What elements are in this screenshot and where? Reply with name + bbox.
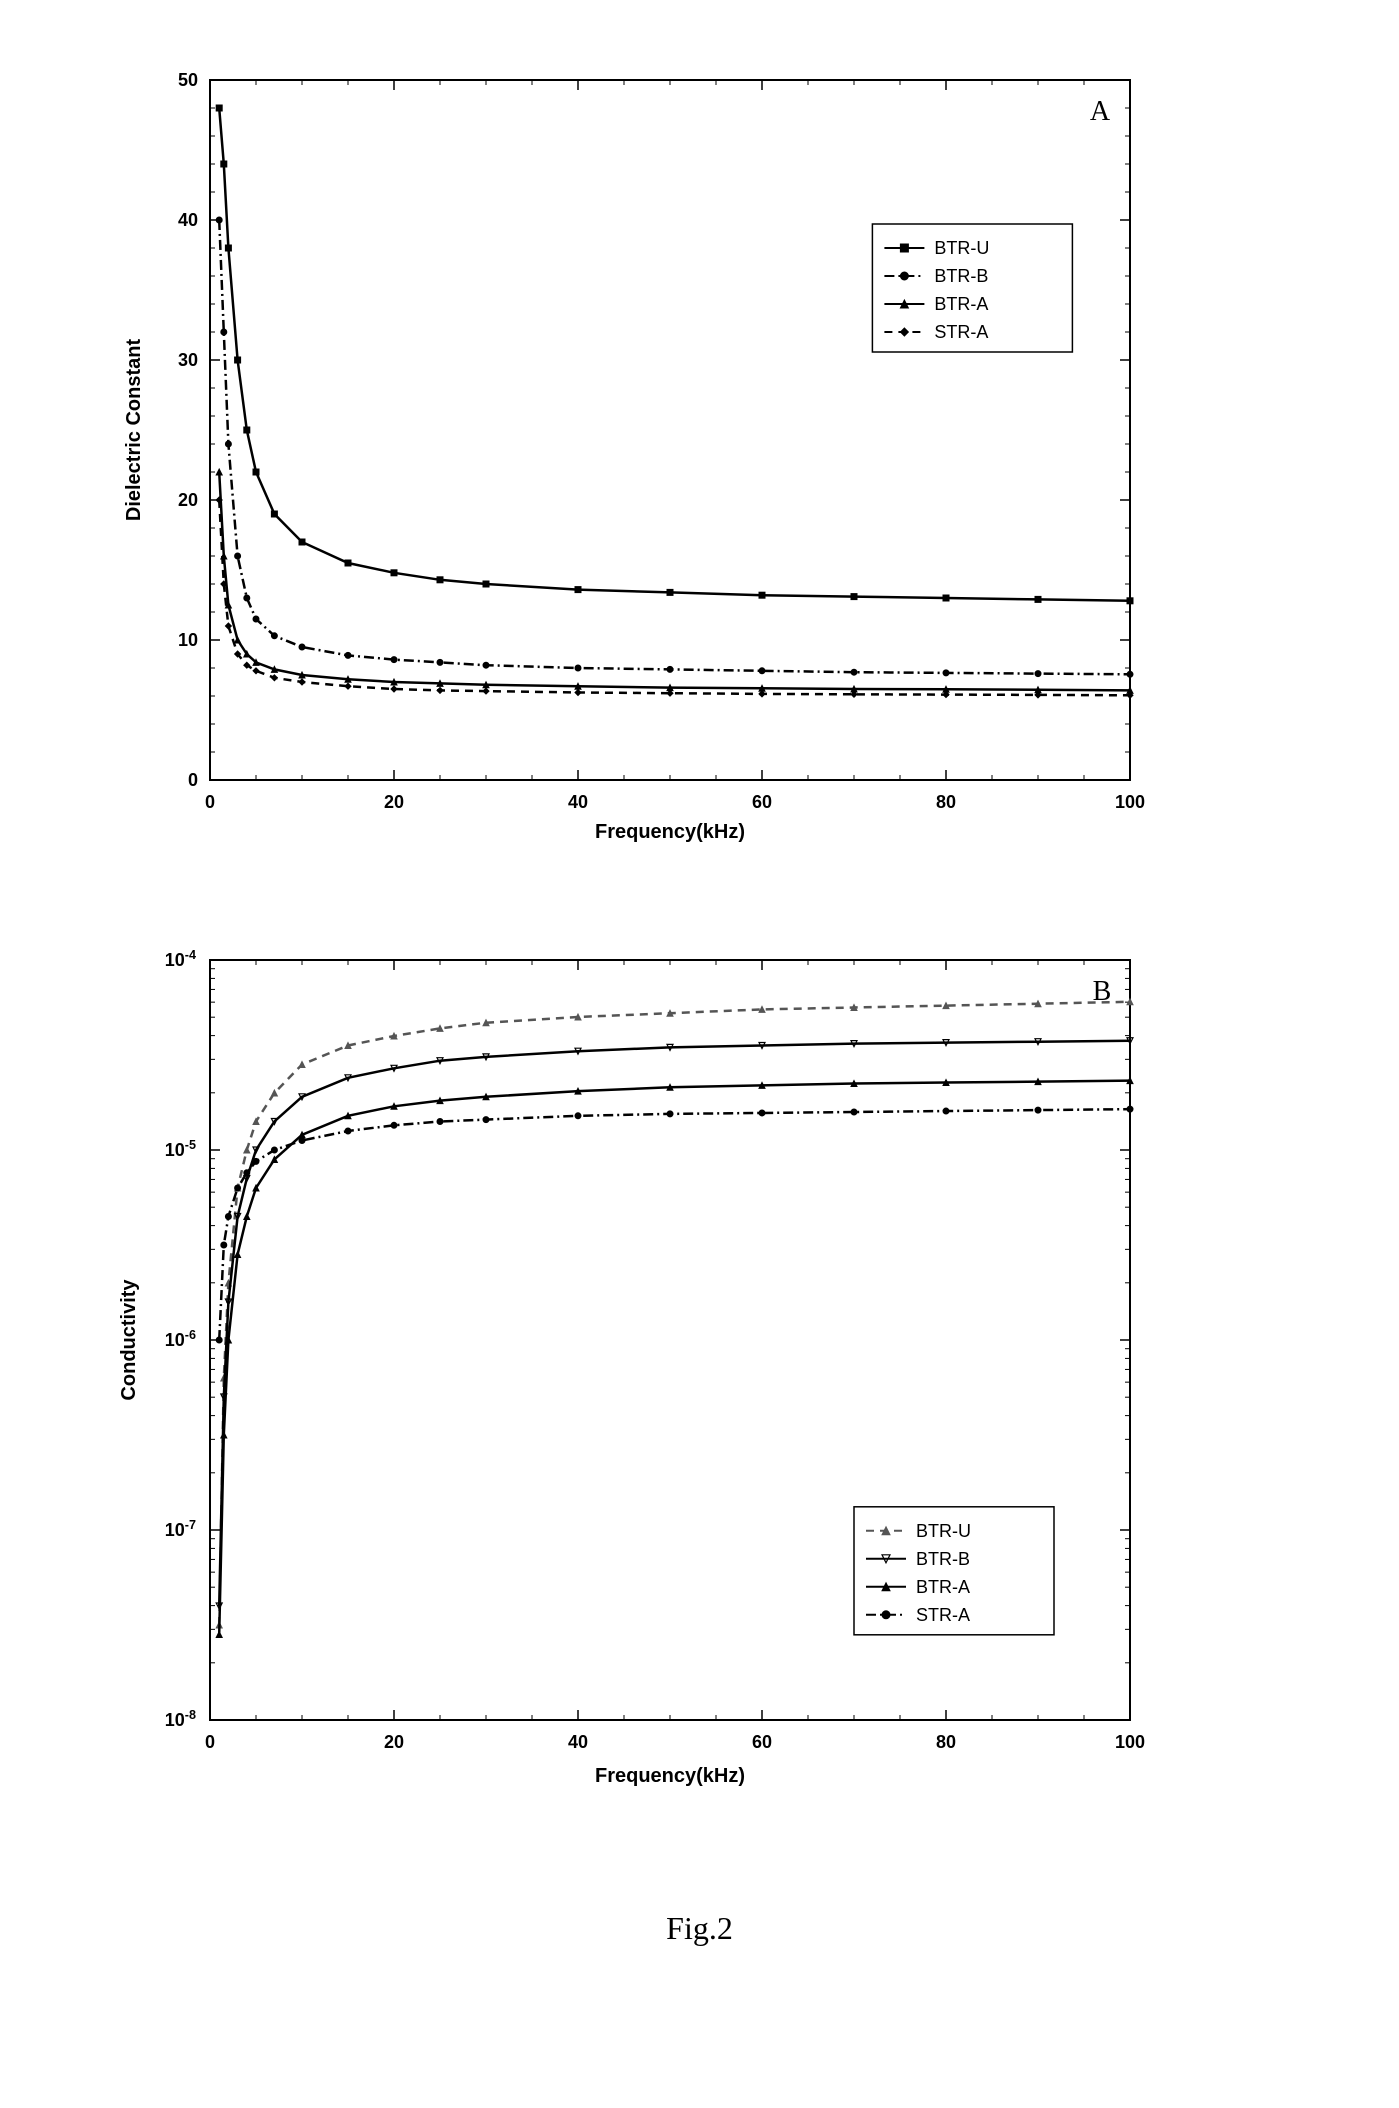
svg-text:0: 0 [188, 770, 198, 790]
svg-text:Dielectric Constant: Dielectric Constant [123, 339, 145, 522]
svg-text:0: 0 [205, 792, 215, 812]
figure-caption: Fig.2 [100, 1910, 1299, 1947]
svg-text:10-6: 10-6 [165, 1328, 196, 1350]
svg-text:60: 60 [752, 1732, 772, 1752]
svg-text:50: 50 [178, 70, 198, 90]
svg-text:40: 40 [568, 1732, 588, 1752]
svg-text:40: 40 [568, 792, 588, 812]
svg-text:Frequency(kHz): Frequency(kHz) [595, 821, 745, 843]
svg-text:80: 80 [936, 792, 956, 812]
svg-text:20: 20 [384, 1732, 404, 1752]
chart-a-wrap: 0 20 40 60 80 100 0 10 20 30 40 50 Frequency(kHz) Die… [100, 60, 1299, 860]
chart-b-wrap: 0 20 40 60 80 100 10-8 10-7 10-6 10-5 10-4 Frequenc… [100, 940, 1299, 1810]
svg-text:BTR-B: BTR-B [934, 266, 988, 286]
svg-text:100: 100 [1115, 1732, 1145, 1752]
svg-text:10-8: 10-8 [165, 1708, 196, 1730]
svg-text:60: 60 [752, 792, 772, 812]
svg-text:20: 20 [384, 792, 404, 812]
svg-text:10-7: 10-7 [165, 1518, 196, 1540]
svg-text:30: 30 [178, 350, 198, 370]
svg-text:80: 80 [936, 1732, 956, 1752]
svg-text:10-5: 10-5 [165, 1138, 196, 1160]
svg-text:10: 10 [178, 630, 198, 650]
svg-text:Conductivity: Conductivity [118, 1279, 140, 1401]
svg-text:STR-A: STR-A [916, 1605, 970, 1625]
svg-text:A: A [1090, 96, 1111, 127]
chart-a: 0 20 40 60 80 100 0 10 20 30 40 50 Frequency(kHz) Die… [100, 60, 1160, 860]
svg-text:BTR-A: BTR-A [934, 294, 988, 314]
svg-text:BTR-B: BTR-B [916, 1549, 970, 1569]
svg-text:20: 20 [178, 490, 198, 510]
chart-b: 0 20 40 60 80 100 10-8 10-7 10-6 10-5 10-4 Frequenc… [100, 940, 1160, 1810]
svg-text:BTR-U: BTR-U [934, 238, 989, 258]
svg-text:B: B [1093, 976, 1112, 1007]
svg-text:100: 100 [1115, 792, 1145, 812]
svg-text:40: 40 [178, 210, 198, 230]
svg-text:BTR-A: BTR-A [916, 1577, 970, 1597]
figure-container: 0 20 40 60 80 100 0 10 20 30 40 50 Frequency(kHz) Die… [0, 0, 1399, 1987]
svg-text:Frequency(kHz): Frequency(kHz) [595, 1765, 745, 1787]
svg-text:BTR-U: BTR-U [916, 1521, 971, 1541]
svg-text:STR-A: STR-A [934, 322, 988, 342]
svg-text:10-4: 10-4 [165, 948, 196, 970]
svg-text:0: 0 [205, 1732, 215, 1752]
